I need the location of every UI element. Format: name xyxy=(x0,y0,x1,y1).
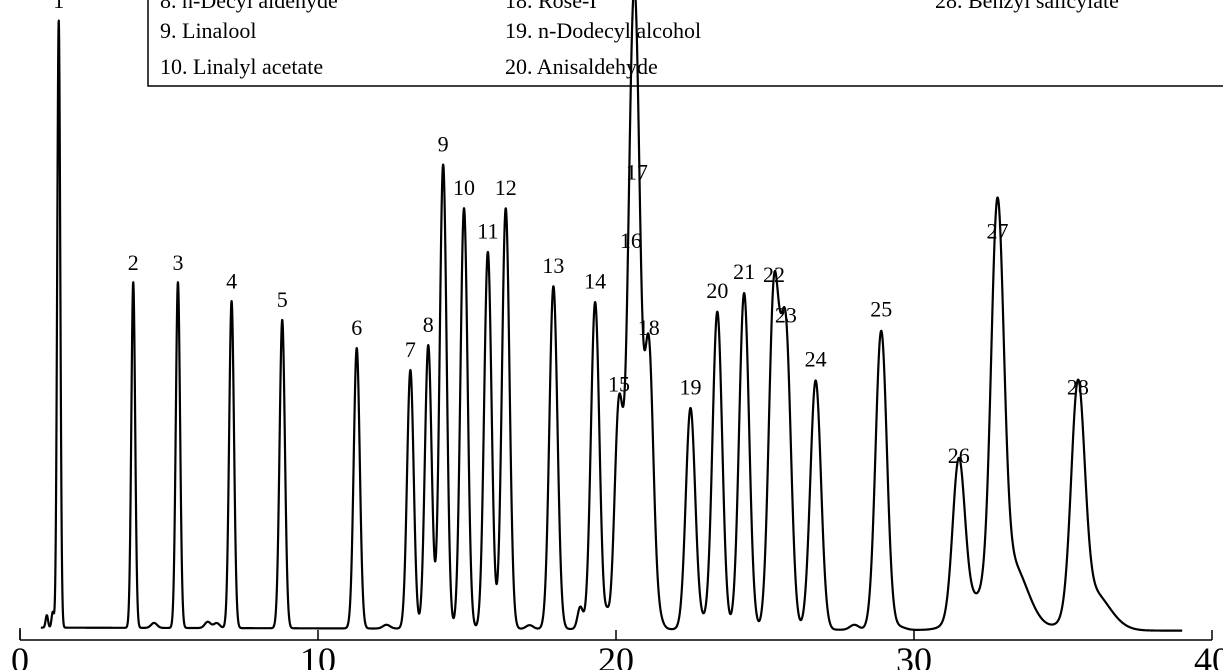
peak-label-3: 3 xyxy=(172,250,183,275)
peak-label-21: 21 xyxy=(733,259,755,284)
x-tick-label: 10 xyxy=(300,640,336,670)
peak-label-27: 27 xyxy=(986,219,1008,244)
peak-label-15: 15 xyxy=(608,371,630,396)
x-tick-label: 0 xyxy=(11,640,29,670)
peak-label-18: 18 xyxy=(638,315,660,340)
chromatogram-trace xyxy=(39,0,1184,632)
legend-entry: 19. n-Dodecyl alcohol xyxy=(505,18,701,43)
legend-box: 8. n-Decyl aldehyde 9. Linalool 10. Linaly… xyxy=(147,0,1223,87)
peak-label-22: 22 xyxy=(763,262,785,287)
x-tick-label: 40 xyxy=(1194,640,1223,670)
chart-axes: 0 10 20 30 40 xyxy=(11,628,1223,670)
legend-border xyxy=(147,0,1223,87)
peak-label-10: 10 xyxy=(453,175,475,200)
peak-label-6: 6 xyxy=(351,315,362,340)
trace-layer xyxy=(39,0,1184,632)
legend-entry: 20. Anisaldehyde xyxy=(505,54,658,79)
x-tick-label: 20 xyxy=(598,640,634,670)
peak-label-1: 1 xyxy=(53,0,64,13)
peak-label-9: 9 xyxy=(438,131,449,156)
peak-label-20: 20 xyxy=(706,278,728,303)
peak-label-2: 2 xyxy=(128,250,139,275)
peak-label-25: 25 xyxy=(870,297,892,322)
peak-label-8: 8 xyxy=(423,312,434,337)
peak-label-26: 26 xyxy=(948,443,970,468)
legend-entry: 9. Linalool xyxy=(160,18,257,43)
x-tick-label: 30 xyxy=(896,640,932,670)
legend-entry: 10. Linalyl acetate xyxy=(160,54,323,79)
legend-entry: 8. n-Decyl aldehyde xyxy=(160,0,338,13)
peak-label-13: 13 xyxy=(542,253,564,278)
peak-label-24: 24 xyxy=(805,346,827,371)
peak-label-19: 19 xyxy=(680,374,702,399)
peak-label-23: 23 xyxy=(775,303,797,328)
peak-label-4: 4 xyxy=(226,268,237,293)
peak-label-5: 5 xyxy=(277,287,288,312)
peak-label-14: 14 xyxy=(584,268,606,293)
peak-label-17: 17 xyxy=(626,159,648,184)
peak-label-11: 11 xyxy=(477,219,498,244)
peak-label-12: 12 xyxy=(495,175,517,200)
legend-entry: 18. Rose-I xyxy=(505,0,597,13)
peak-label-28: 28 xyxy=(1067,374,1089,399)
peak-label-7: 7 xyxy=(405,337,416,362)
legend-entry: 28. Benzyl salicylate xyxy=(935,0,1119,13)
peak-label-16: 16 xyxy=(620,228,642,253)
